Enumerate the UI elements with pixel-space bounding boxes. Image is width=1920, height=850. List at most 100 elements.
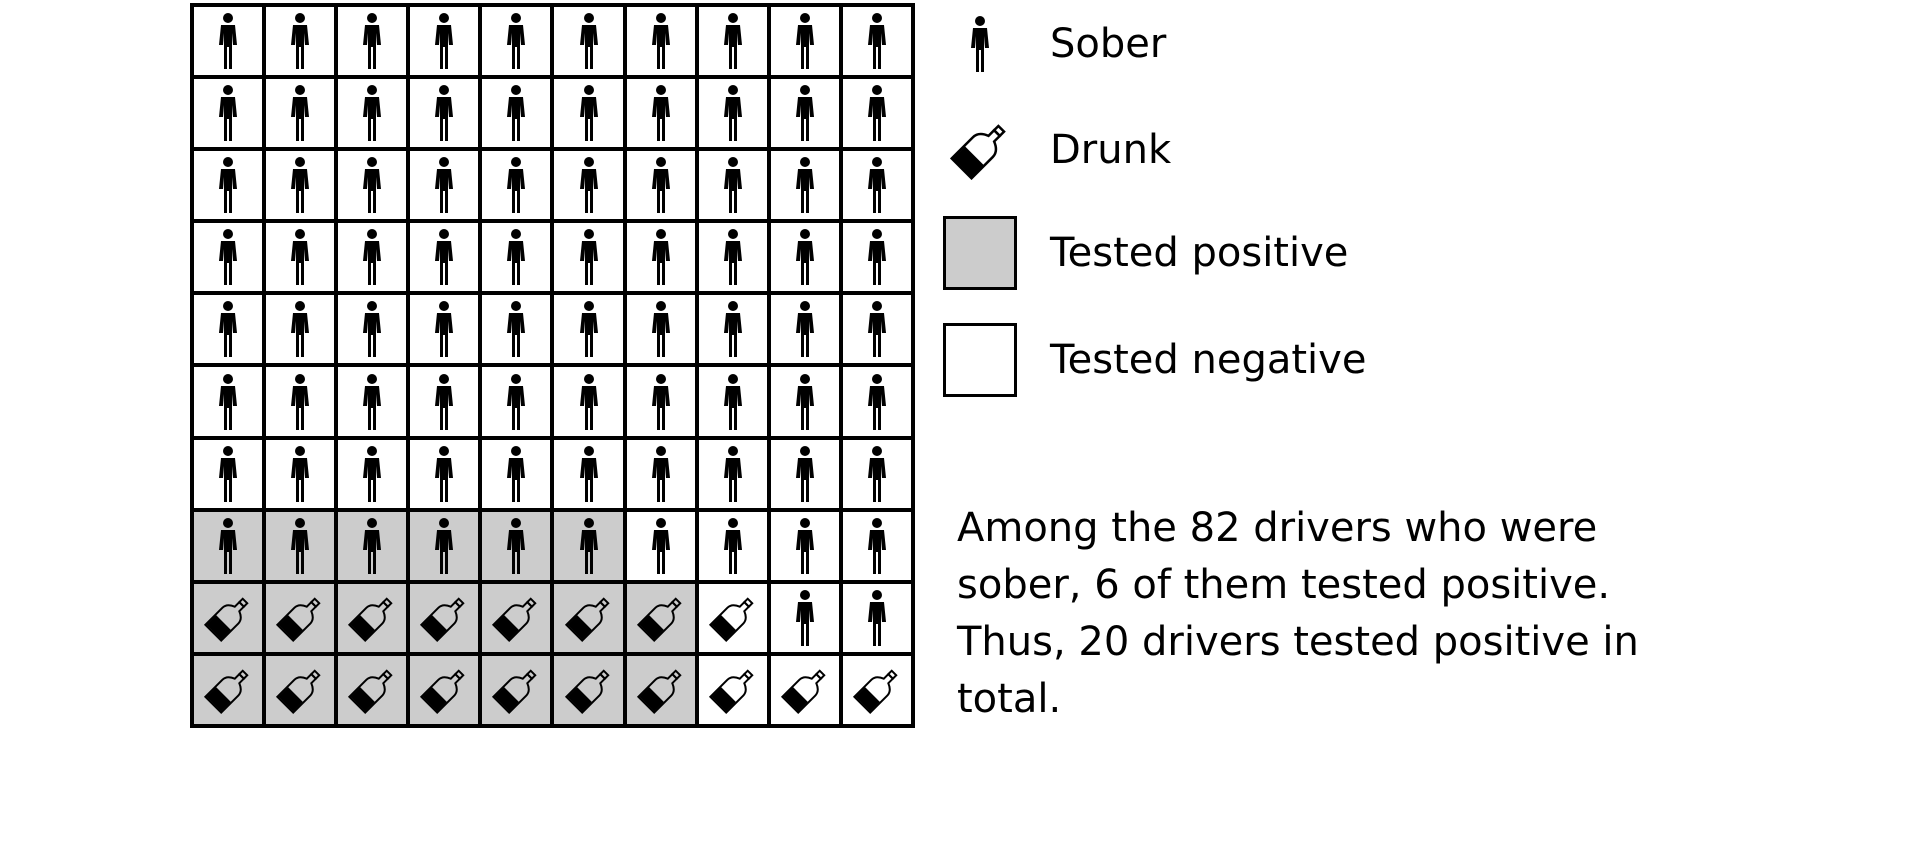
bottle-icon (852, 660, 901, 720)
grid-cell-sober-negative (696, 509, 769, 582)
caption-line: total. (957, 676, 1062, 722)
person-icon (781, 444, 829, 504)
person-icon (348, 299, 396, 359)
person-icon (276, 299, 324, 359)
person-icon (276, 444, 324, 504)
grid-cell-sober-negative (768, 77, 841, 150)
bottle-icon (348, 660, 396, 720)
person-icon (565, 372, 613, 432)
person-icon (276, 155, 324, 215)
grid-cell-sober-negative (408, 149, 481, 222)
person-icon (781, 155, 829, 215)
caption-line: sober, 6 of them tested positive. (957, 562, 1611, 608)
grid-cell-sober-negative (840, 221, 913, 294)
person-icon (853, 227, 901, 287)
person-icon (565, 227, 613, 287)
bottle-icon (276, 588, 324, 648)
person-icon (853, 588, 901, 648)
grid-cell-sober-negative (192, 293, 265, 366)
legend-label-drunk: Drunk (1050, 127, 1172, 173)
grid-cell-sober-negative (768, 437, 841, 510)
bottle-icon (564, 588, 613, 648)
grid-cell-sober-negative (696, 77, 769, 150)
grid-cell-sober-negative (336, 293, 409, 366)
grid-cell-sober-negative (336, 437, 409, 510)
grid-cell-sober-negative (480, 221, 553, 294)
person-icon (204, 444, 252, 504)
grid-cell-drunk-positive (480, 581, 553, 654)
person-icon (709, 83, 757, 143)
grid-cell-sober-negative (408, 365, 481, 438)
person-icon (420, 444, 468, 504)
grid-cell-sober-negative (768, 365, 841, 438)
person-icon (565, 155, 613, 215)
person-icon (781, 588, 829, 648)
grid-cell-sober-negative (408, 437, 481, 510)
bottle-icon (940, 110, 1020, 190)
grid-cell-drunk-negative (840, 653, 913, 726)
bottle-icon (564, 660, 613, 720)
bottle-icon (636, 660, 685, 720)
person-icon (637, 227, 685, 287)
grid-cell-drunk-positive (336, 653, 409, 726)
legend-box-positive (943, 216, 1017, 290)
bottle-icon (204, 660, 252, 720)
grid-cell-sober-negative (768, 581, 841, 654)
bottle-icon (492, 660, 540, 720)
grid-cell-sober-negative (552, 293, 625, 366)
grid-cell-sober-negative (264, 221, 337, 294)
person-icon (709, 444, 757, 504)
grid-cell-sober-negative (768, 293, 841, 366)
grid-cell-sober-negative (552, 221, 625, 294)
person-icon (709, 155, 757, 215)
bottle-icon (492, 588, 540, 648)
grid-cell-sober-negative (696, 293, 769, 366)
grid-cell-sober-negative (624, 293, 697, 366)
grid-cell-sober-negative (696, 149, 769, 222)
grid-cell-sober-negative (624, 365, 697, 438)
grid-cell-sober-positive (480, 509, 553, 582)
grid-cell-sober-negative (408, 293, 481, 366)
person-icon (276, 372, 324, 432)
grid-cell-sober-negative (768, 509, 841, 582)
grid-cell-sober-negative (480, 437, 553, 510)
bottle-icon (204, 588, 252, 648)
grid-cell-drunk-negative (768, 653, 841, 726)
grid-cell-sober-positive (336, 509, 409, 582)
person-icon (204, 155, 252, 215)
grid-cell-sober-negative (264, 293, 337, 366)
person-icon (348, 444, 396, 504)
driver-grid (190, 3, 915, 728)
bottle-icon (636, 588, 685, 648)
grid-cell-drunk-positive (624, 581, 697, 654)
person-icon (781, 83, 829, 143)
person-icon (204, 516, 252, 576)
grid-cell-drunk-positive (408, 653, 481, 726)
person-icon (565, 83, 613, 143)
grid-cell-sober-negative (264, 77, 337, 150)
grid-cell-sober-negative (768, 149, 841, 222)
person-icon (565, 444, 613, 504)
person-icon (565, 11, 613, 71)
person-icon (492, 299, 540, 359)
grid-cell-sober-negative (264, 149, 337, 222)
caption-line: Among the 82 drivers who were (957, 505, 1598, 551)
grid-cell-sober-negative (480, 365, 553, 438)
grid-cell-sober-negative (192, 437, 265, 510)
grid-cell-sober-negative (408, 5, 481, 78)
grid-cell-sober-negative (840, 77, 913, 150)
person-icon (348, 83, 396, 143)
grid-cell-sober-negative (768, 221, 841, 294)
legend-tested-negative: Tested negative (940, 320, 1366, 400)
bottle-icon (276, 660, 324, 720)
grid-cell-drunk-positive (192, 581, 265, 654)
grid-cell-sober-negative (840, 581, 913, 654)
grid-cell-sober-negative (192, 221, 265, 294)
legend-box-negative (943, 323, 1017, 397)
grid-cell-sober-negative (480, 77, 553, 150)
person-icon (781, 11, 829, 71)
caption-line: Thus, 20 drivers tested positive in (957, 619, 1639, 665)
grid-cell-sober-negative (192, 365, 265, 438)
person-icon (781, 372, 829, 432)
person-icon (853, 299, 901, 359)
